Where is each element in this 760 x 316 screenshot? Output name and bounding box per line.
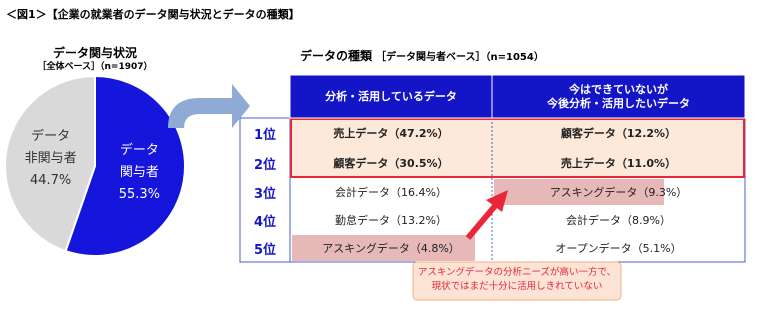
rank: 2位 [253,157,277,173]
rank: 5位 [253,242,277,258]
table-cell: 売上データ（47.2%） [333,127,449,140]
slice-value: 55.3% [118,187,161,203]
table-cell: 売上データ（11.0%） [560,157,677,170]
table-cell: 顧客データ（30.5%） [333,157,449,170]
table-cell: アスキングデータ（4.8%） [322,242,460,255]
rank-column [239,117,291,263]
table-cell: 会計データ（16.4%） [335,186,447,199]
header-text: 今はできていないが 今後分析・活用したいデータ [547,82,690,110]
slice-name: データ 非関与者 [24,128,77,166]
slice-label: データ 非関与者 44.7% [25,126,77,192]
note: アスキングデータの分析ニーズが高い一方で、 現状ではまだ十分に活用しきれていない [413,266,621,294]
rank: 3位 [253,186,277,202]
table-title: データの種類 [300,49,373,63]
slice-label: データ 関与者 55.3% [119,140,160,206]
table-cell: 顧客データ（12.2%） [560,127,677,140]
pie-subtitle: ［全体ベース］（n=1907） [37,62,153,72]
page-title: ＜図1＞【企業の就業者のデータ関与状況とデータの種類】 [6,8,300,21]
flow-arrow [168,84,250,128]
pie-slice [4,74,96,253]
table-title-group: データの種類 ［データ関与者ベース］（n=1054） [300,47,544,64]
note-line: アスキングデータの分析ニーズが高い一方で、 [417,267,617,278]
cell-highlight [292,235,475,261]
slice-name: データ 関与者 [119,143,159,181]
cell-highlight [494,179,664,205]
highlight-top2 [290,118,745,178]
slice-value: 44.7% [29,172,72,188]
header-text: 分析・活用しているデータ [325,89,457,103]
table-cell: オープンデータ（5.1%） [555,242,682,255]
rank: 1位 [253,127,277,143]
note-box [412,261,622,301]
note-line: 現状ではまだ十分に活用しきれていない [431,281,603,292]
table-cell: 勤怠データ（13.2%） [335,214,447,227]
rank: 4位 [253,214,277,230]
header-cell [491,74,746,119]
pie-title: データ関与状況 [52,46,137,60]
note-arrowhead [486,190,508,212]
table-cell: アスキングデータ（9.3%） [549,186,688,199]
table-cell: 会計データ（8.9%） [566,214,671,227]
table-subtitle: ［データ関与者ベース］（n=1054） [376,52,544,63]
